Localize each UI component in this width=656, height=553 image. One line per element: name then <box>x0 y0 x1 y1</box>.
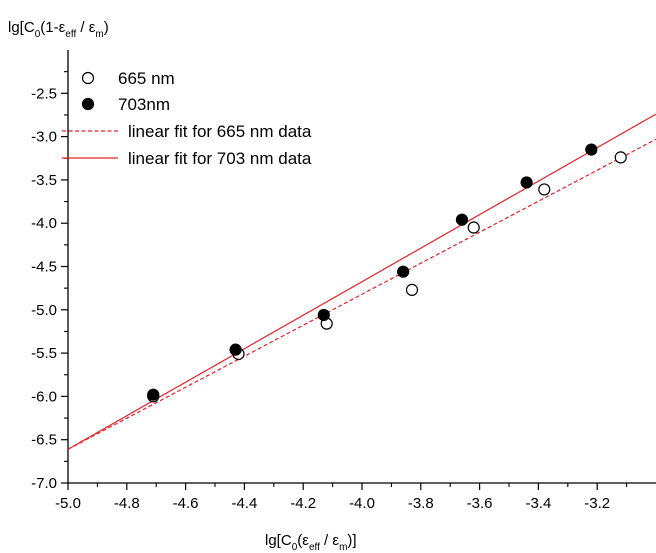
y-tick-label: -5.5 <box>31 345 57 362</box>
x-tick-label: -3.4 <box>525 495 551 512</box>
fit-lines <box>67 113 656 450</box>
y-tick-label: -4.5 <box>31 259 57 276</box>
point-703nm <box>229 343 242 356</box>
fit-line-703 <box>67 113 656 450</box>
point-703nm <box>455 213 469 226</box>
point-665nm <box>405 283 419 296</box>
x-tick-label: -4.0 <box>349 495 375 512</box>
y-tick-label: -2.5 <box>31 85 57 102</box>
x-tick-label: -3.6 <box>467 495 493 512</box>
y-tick-label: -3.0 <box>31 129 57 146</box>
y-tick-label: -5.0 <box>31 302 57 319</box>
legend-label-665: 665 nm <box>118 69 175 88</box>
legend-label-fit-665: linear fit for 665 nm data <box>128 122 312 141</box>
y-tick-label: -6.0 <box>31 388 57 405</box>
point-703nm <box>147 388 160 401</box>
data-points <box>147 143 627 403</box>
x-tick-label: -4.6 <box>173 495 199 512</box>
point-665nm <box>614 151 627 164</box>
point-665nm <box>538 183 551 196</box>
legend-marker-665 <box>81 71 95 85</box>
x-tick-label: -4.8 <box>114 495 140 512</box>
y-tick-label: -7.0 <box>31 475 57 492</box>
legend-label-703: 703nm <box>118 95 170 114</box>
point-703nm <box>317 308 330 322</box>
y-axis-title: lg[C0(1-εeff / εm) <box>8 19 109 40</box>
point-703nm <box>520 176 533 189</box>
x-tick-label: -4.2 <box>290 495 316 512</box>
x-axis-title: lg[C0(εeff / εm)] <box>265 532 357 553</box>
x-tick-label: -3.8 <box>408 495 434 512</box>
x-tick-label: -5.0 <box>55 495 81 512</box>
point-703nm <box>585 143 598 156</box>
legend-marker-703 <box>81 97 95 111</box>
legend-label-fit-703: linear fit for 703 nm data <box>128 149 312 168</box>
x-tick-label: -3.2 <box>584 495 610 512</box>
x-tick-label: -4.4 <box>231 495 257 512</box>
y-tick-label: -6.5 <box>31 432 57 449</box>
axes: -5.0 -4.8 -4.6 -4.4 -4.2 -4.0 -3.8 -3.6 -3.4 -3.2… <box>31 50 656 512</box>
legend: 665 nm 703nm linear fit for 665 nm data … <box>62 69 312 168</box>
y-tick-label: -4.0 <box>31 215 57 232</box>
point-703nm <box>397 265 410 278</box>
y-tick-label: -3.5 <box>31 172 57 189</box>
fit-line-665 <box>67 138 656 450</box>
point-665nm <box>467 221 480 234</box>
